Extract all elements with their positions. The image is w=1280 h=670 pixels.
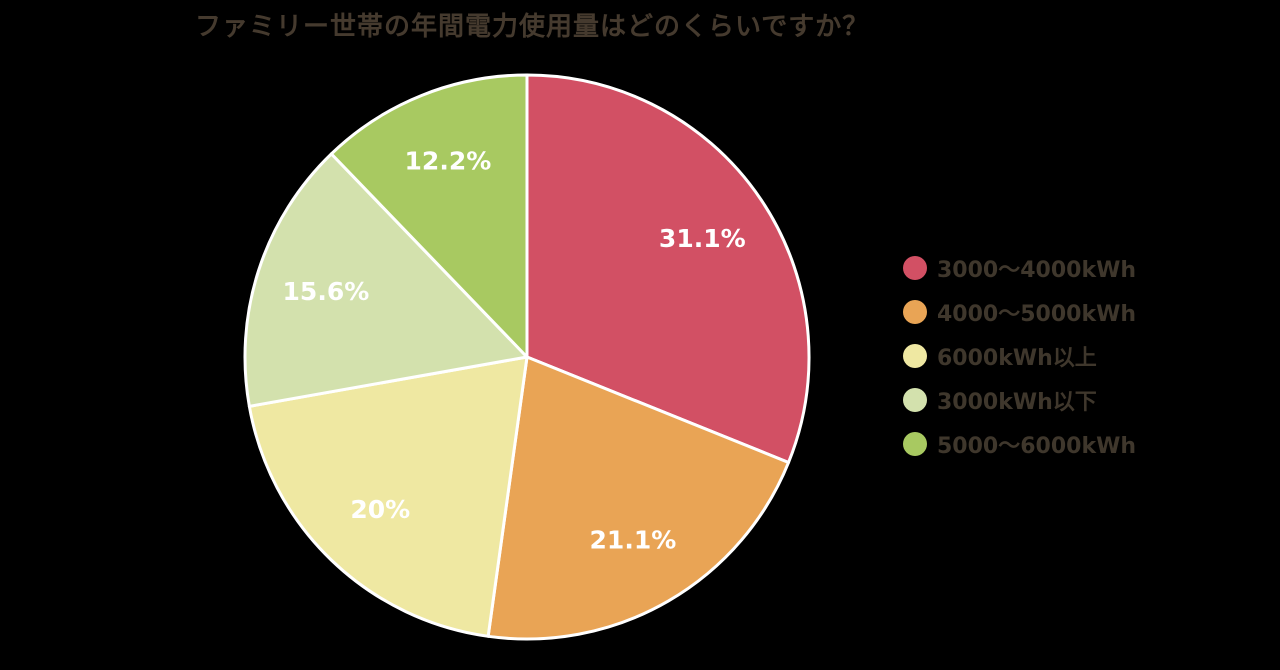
slice-percentage-label: 31.1% (659, 224, 746, 253)
legend-color-dot (903, 432, 927, 456)
legend-label: 6000kWh以上 (937, 346, 1097, 371)
slice-percentage-label: 21.1% (590, 526, 677, 555)
slice-percentage-label: 15.6% (283, 277, 370, 306)
legend-label: 4000～5000kWh (937, 302, 1137, 327)
legend-label: 3000kWh以下 (937, 390, 1097, 415)
pie-slice (329, 73, 529, 359)
legend-item: 5000～6000kWh (903, 422, 1136, 466)
pie-slice (243, 152, 529, 408)
legend: 3000～4000kWh 4000～5000kWh 6000kWh以上 3000kWh… (903, 246, 1136, 466)
slice-percentage-label: 12.2% (405, 146, 492, 175)
legend-item: 4000～5000kWh (903, 290, 1136, 334)
legend-color-dot (903, 300, 927, 324)
legend-color-dot (903, 344, 927, 368)
legend-item: 3000～4000kWh (903, 246, 1136, 290)
legend-color-dot (903, 256, 927, 280)
legend-label: 5000～6000kWh (937, 434, 1137, 459)
pie-slice (525, 73, 811, 464)
legend-color-dot (903, 388, 927, 412)
pie-slice (247, 355, 529, 638)
chart-title: ファミリー世帯の年間電力使用量はどのくらいですか？ (195, 12, 870, 42)
legend-label: 3000～4000kWh (937, 258, 1137, 283)
pie-slice (486, 355, 791, 641)
legend-item: 6000kWh以上 (903, 334, 1136, 378)
legend-item: 3000kWh以下 (903, 378, 1136, 422)
slice-percentage-label: 20% (350, 495, 410, 524)
